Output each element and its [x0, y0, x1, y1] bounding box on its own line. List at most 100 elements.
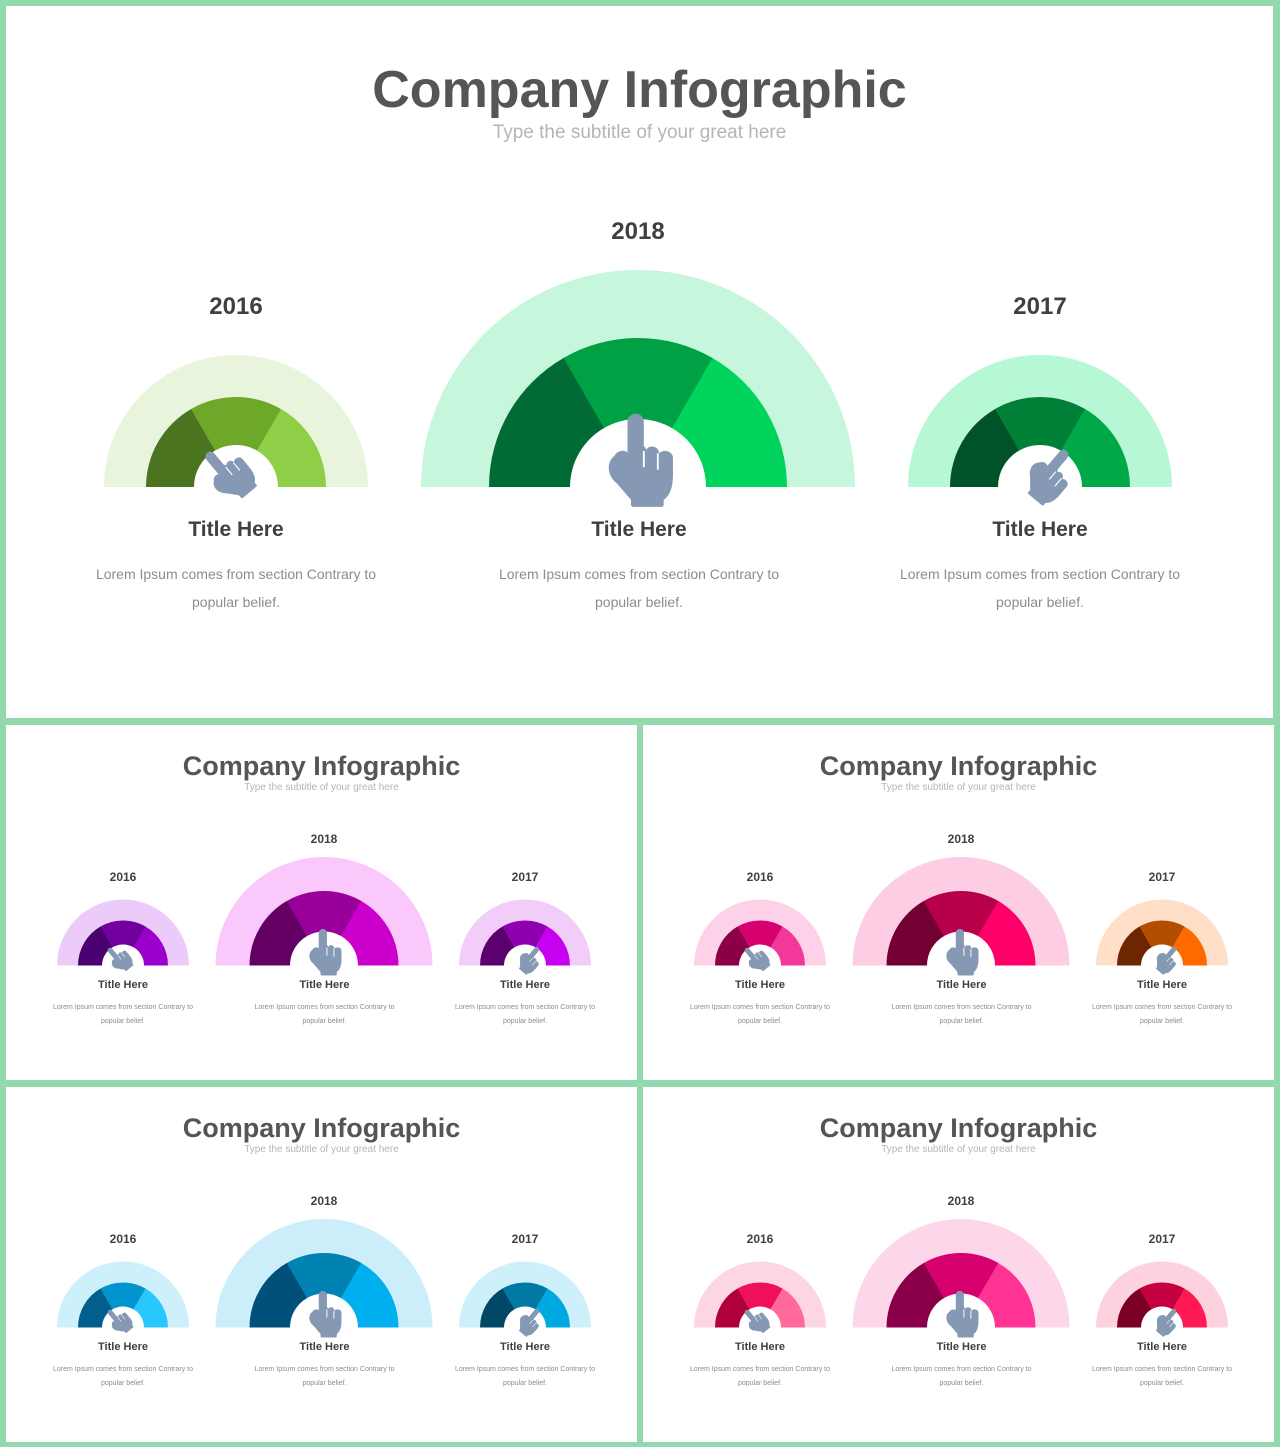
- gauge-segment: [191, 396, 282, 451]
- gauge-segment: [1139, 920, 1185, 948]
- gauge-segment: [886, 900, 945, 966]
- gauge-segment: [978, 1262, 1036, 1328]
- item-title: Title Here: [936, 1341, 987, 1353]
- item-description: Lorem Ipsum comes from section Contrary …: [1091, 1004, 1233, 1025]
- gauge-outer-ring: [57, 899, 189, 966]
- item-title: Title Here: [1137, 979, 1187, 991]
- pointing-hand-icon: [946, 928, 979, 976]
- gauge-segment: [950, 408, 1020, 487]
- gauge-segment: [286, 1253, 362, 1299]
- gauge-2016: [694, 899, 826, 966]
- item-title: Title Here: [735, 979, 785, 991]
- gauge-segment: [737, 920, 783, 948]
- gauge-2016: [694, 1261, 826, 1328]
- item-description: Lorem Ipsum comes from section Contrary …: [891, 1366, 1032, 1387]
- item-description: Lorem Ipsum comes from section Contrary …: [891, 1004, 1032, 1025]
- slide-subtitle: Type the subtitle of your great here: [244, 782, 399, 793]
- gauge-segment: [563, 337, 714, 429]
- gauge-2017: [1096, 899, 1228, 966]
- item-description: Lorem Ipsum comes from section Contrary …: [689, 1004, 831, 1025]
- gauge-segment: [341, 1262, 399, 1328]
- gauge-segment: [770, 926, 805, 966]
- year-label: 2017: [511, 869, 539, 884]
- year-label: 2018: [310, 832, 338, 846]
- item-title: Title Here: [992, 518, 1088, 541]
- slide-subtitle: Type the subtitle of your great here: [881, 1144, 1036, 1155]
- pointing-hand-icon: [608, 413, 673, 507]
- gauge-2017: [459, 899, 591, 966]
- year-label: 2018: [611, 218, 665, 245]
- gauge-segment: [146, 408, 216, 487]
- gauge-segment: [341, 900, 399, 966]
- slide-title: Company Infographic: [372, 61, 907, 119]
- item-description: Lorem Ipsum comes from section Contrary …: [454, 1004, 596, 1025]
- slide-2: Company Infographic Type the subtitle of …: [6, 725, 637, 1080]
- item-description: Lorem Ipsum comes from section Contrary …: [689, 1366, 831, 1387]
- gauge-segment: [133, 1288, 168, 1328]
- gauge-graphics: [104, 270, 1172, 507]
- gauge-graphics: [694, 857, 1228, 976]
- gauge-outer-ring: [215, 1219, 433, 1328]
- item-title: Title Here: [188, 518, 284, 541]
- item-description: Lorem Ipsum comes from section Contrary …: [254, 1004, 395, 1025]
- gauge-segment: [1117, 926, 1152, 966]
- gauge-segment: [715, 926, 750, 966]
- pointing-hand-icon: [946, 1290, 979, 1338]
- year-label: 2018: [947, 1194, 975, 1208]
- gauge-segment: [100, 920, 146, 948]
- gauge-segment: [1139, 1282, 1185, 1310]
- slide-1: Company Infographic Type the subtitle of …: [6, 6, 1273, 718]
- gauge-segment: [1117, 1288, 1152, 1328]
- pointing-hand-icon: [519, 946, 540, 975]
- gauge-segment: [286, 891, 362, 937]
- gauge-outer-ring: [215, 857, 433, 966]
- item-description: Lorem Ipsum comes from section Contrary …: [498, 566, 780, 610]
- item-title: Title Here: [98, 1341, 148, 1353]
- year-label: 2016: [109, 869, 137, 884]
- gauge-segment: [995, 396, 1086, 451]
- pointing-hand-icon: [1156, 1308, 1177, 1337]
- year-label: 2018: [310, 1194, 338, 1208]
- gauge-segment: [502, 1282, 548, 1310]
- item-description: Lorem Ipsum comes from section Contrary …: [95, 566, 377, 610]
- gauge-2018: [215, 857, 433, 966]
- gauge-2018: [215, 1219, 433, 1328]
- gauge-segment: [133, 926, 168, 966]
- gauge-graphics: [694, 1219, 1228, 1338]
- gauge-segment: [1061, 409, 1130, 487]
- item-title: Title Here: [98, 979, 148, 991]
- gauge-segment: [249, 900, 308, 966]
- item-description: Lorem Ipsum comes from section Contrary …: [52, 1366, 194, 1387]
- pointing-hand-icon: [1028, 449, 1069, 506]
- gauge-graphics: [57, 1219, 591, 1338]
- gauge-segment: [770, 1288, 805, 1328]
- gauge-outer-ring: [1096, 899, 1228, 966]
- pointing-hand-icon: [309, 928, 342, 976]
- pointing-hand-icon: [309, 1290, 342, 1338]
- gauge-segment: [78, 1288, 113, 1328]
- gauge-2017: [1096, 1261, 1228, 1328]
- gauge-2018: [852, 857, 1070, 966]
- gauge-segment: [1172, 926, 1207, 966]
- gauge-segment: [715, 1288, 750, 1328]
- gauge-outer-ring: [852, 1219, 1070, 1328]
- gauge-2017: [459, 1261, 591, 1328]
- gauge-2016: [104, 355, 368, 487]
- gauge-2016: [57, 899, 189, 966]
- gauge-segment: [502, 920, 548, 948]
- item-title: Title Here: [500, 1341, 550, 1353]
- item-description: Lorem Ipsum comes from section Contrary …: [1091, 1366, 1233, 1387]
- gauge-segment: [923, 891, 999, 937]
- gauge-segment: [480, 926, 515, 966]
- item-title: Title Here: [500, 979, 550, 991]
- gauge-outer-ring: [694, 1261, 826, 1328]
- gauge-segment: [78, 926, 113, 966]
- slide-5: Company Infographic Type the subtitle of …: [643, 1087, 1274, 1442]
- year-label: 2017: [1148, 869, 1176, 884]
- pointing-hand-icon: [107, 947, 134, 972]
- gauge-outer-ring: [57, 1261, 189, 1328]
- gauge-outer-ring: [104, 355, 368, 487]
- gauge-segment: [100, 1282, 146, 1310]
- year-label: 2016: [746, 1231, 774, 1246]
- gauge-2018: [421, 270, 855, 487]
